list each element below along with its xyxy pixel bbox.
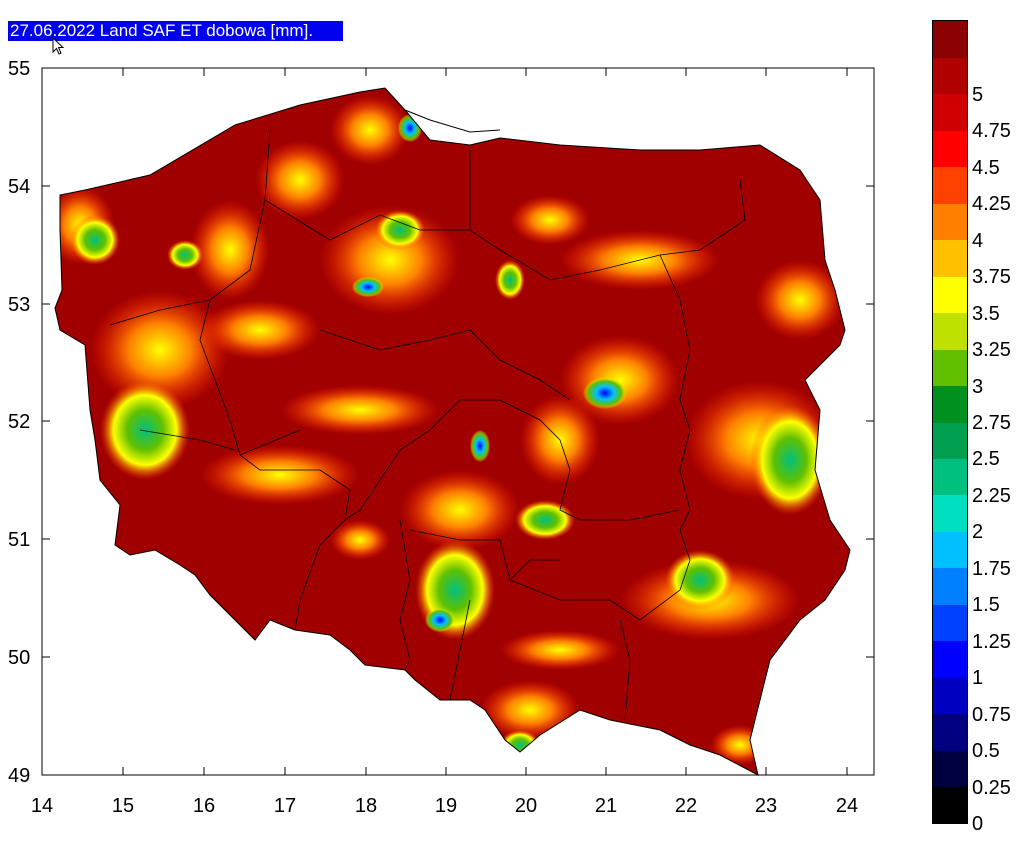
x-tick-label: 19 [435,795,457,817]
voivodeship-borders [109,129,746,721]
colorbar-label: 4.5 [972,156,1000,179]
colorbar-label: 0.5 [972,740,1000,763]
y-tick-label: 55 [8,58,30,80]
colorbar-swatch [933,567,967,605]
colorbar-swatch [933,750,967,788]
x-tick-label: 15 [112,795,134,817]
colorbar-label: 1.25 [972,630,1011,653]
colorbar-swatch [933,166,967,204]
x-tick-label: 14 [31,795,53,817]
colorbar-label: 2 [972,521,984,544]
colorbar-label: 3.5 [972,302,1000,325]
colorbar-label: 1.75 [972,557,1011,580]
colorbar-swatch [933,640,967,678]
colorbar-swatch [933,677,967,715]
colorbar-swatch [933,385,967,423]
colorbar-swatch [933,786,967,824]
x-tick-label: 18 [355,795,377,817]
colorbar-swatch [933,422,967,459]
colorbar-label: 1 [972,667,984,690]
x-tick-label: 24 [836,795,858,817]
y-tick-labels: 49 50 51 52 53 54 55 [8,58,30,787]
colorbar-label: 0.75 [972,703,1011,726]
y-tick-label: 49 [8,765,30,787]
colorbar-swatch [933,604,967,642]
x-tick-label: 20 [515,795,537,817]
colorbar-label: 4 [972,229,984,252]
y-tick-label: 52 [8,411,30,433]
x-tick-label: 16 [193,795,215,817]
x-tick-label: 21 [595,795,617,817]
colorbar-label: 0 [972,813,984,835]
colorbar-label: 2.25 [972,484,1011,507]
colorbar-swatch [933,203,967,241]
x-axis [41,68,848,775]
map-title: 27.06.2022 Land SAF ET dobowa [mm]. [8,21,343,41]
colorbar-label: 3.25 [972,339,1011,362]
colorbar-swatch [933,531,967,569]
x-tick-label: 23 [755,795,777,817]
colorbar-swatch [933,494,967,532]
x-tick-label: 17 [274,795,296,817]
colorbar-swatch [933,713,967,751]
colorbar-label: 3 [972,375,984,398]
colorbar-swatch [933,312,967,350]
x-tick-labels: 14 15 16 17 18 19 20 21 22 23 24 [31,795,858,817]
colorbar-swatch [933,276,967,314]
colorbar-label: 2.5 [972,448,1000,471]
colorbar-label: 3.75 [972,266,1011,289]
colorbar-label: 4.25 [972,193,1011,216]
mouse-cursor-icon [52,37,65,55]
colorbar-label: 1.5 [972,594,1000,617]
colorbar-swatch [933,349,967,387]
colorbar-swatch [933,458,967,496]
colorbar-swatch [933,57,967,95]
colorbar-label: 4.75 [972,120,1011,143]
colorbar-swatch [933,21,967,58]
colorbar-label: 5 [972,83,984,106]
colorbar [932,20,968,824]
colorbar-swatch [933,93,967,131]
colorbar-label: 0.25 [972,776,1011,799]
y-tick-label: 53 [8,294,30,316]
y-tick-label: 54 [8,176,30,198]
colorbar-swatch [933,130,967,168]
colorbar-swatch [933,239,967,277]
y-axis [42,67,874,776]
colorbar-label: 2.75 [972,412,1011,434]
y-tick-label: 51 [8,529,30,551]
x-tick-label: 22 [675,795,697,817]
y-tick-label: 50 [8,647,30,669]
